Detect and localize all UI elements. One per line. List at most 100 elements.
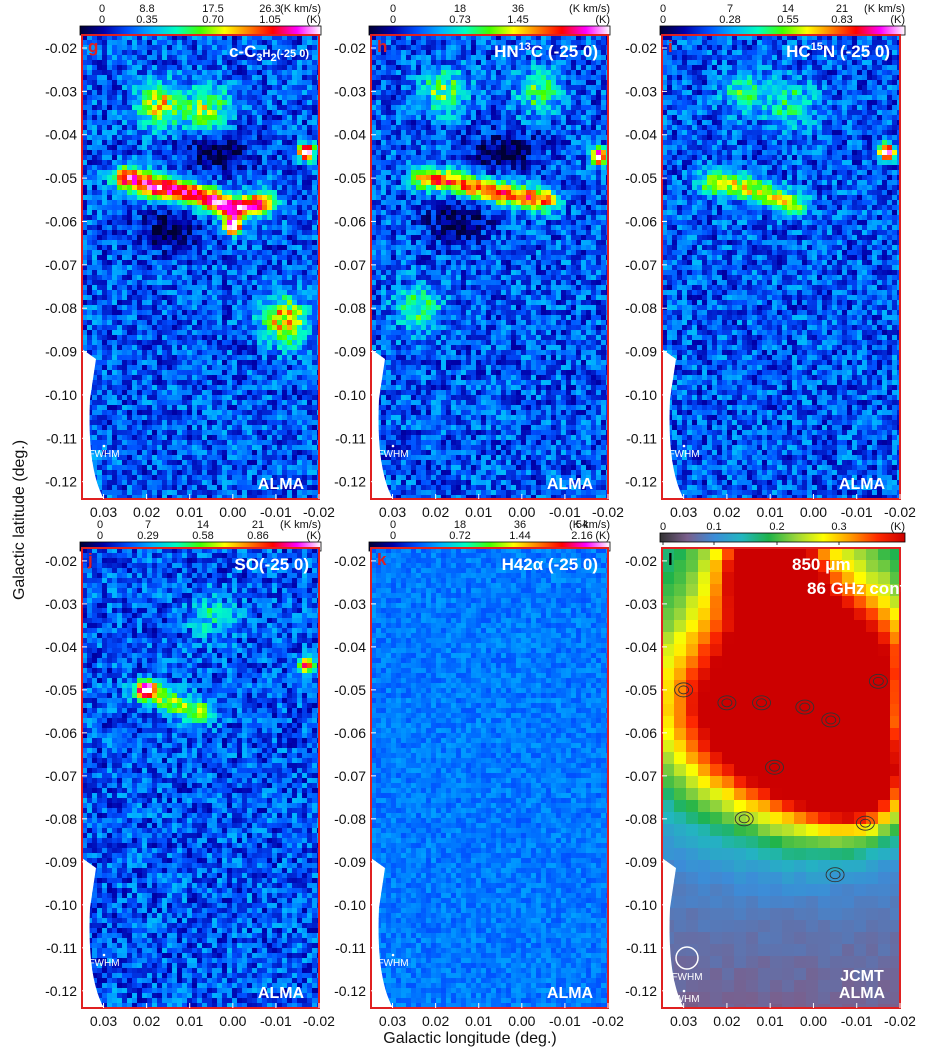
x-tick-label: 0.00	[508, 504, 535, 520]
instrument-label: ALMA	[839, 985, 886, 1002]
x-tick-label: 0.02	[133, 1013, 160, 1029]
y-tick-label: -0.07	[625, 768, 657, 784]
x-tick-label: 0.02	[133, 504, 160, 520]
colorbar-bottom-label: 1.45	[507, 14, 528, 26]
panel-j: 0 7 14 21 0 0.29 0.58 0.86 (K km/s)(K) -0.02 -0.03…	[45, 519, 335, 1029]
colorbar-bottom-label: 0	[99, 14, 105, 26]
panel-title: H42α (-25 0)	[502, 555, 598, 574]
colorbar-bottom-label: 0.83	[831, 14, 852, 26]
panel-frame	[81, 34, 320, 500]
y-tick-label: -0.12	[45, 474, 77, 490]
x-tick-label: 0.01	[465, 1013, 492, 1029]
colorbar-bottom-label: 2.16	[571, 530, 592, 542]
panel-frame	[81, 547, 320, 1009]
y-tick-label: -0.10	[334, 387, 366, 403]
colorbar-top-label: 18	[454, 519, 466, 531]
panel-title: HN13C (-25 0)	[494, 41, 598, 61]
y-tick-label: -0.07	[334, 257, 366, 273]
colorbar-top-label: 7	[727, 3, 733, 15]
y-tick-label: -0.02	[45, 40, 77, 56]
y-tick-label: -0.04	[625, 639, 657, 655]
panel-letter: h	[377, 37, 387, 56]
y-tick-label: -0.06	[334, 213, 366, 229]
colorbar-bottom-label: 0	[97, 530, 103, 542]
colorbar-bottom-label: 0.29	[137, 530, 158, 542]
y-tick-label: -0.04	[334, 127, 366, 143]
y-tick-label: -0.09	[45, 344, 77, 360]
x-tick-label: 0.03	[379, 504, 406, 520]
x-tick-label: -0.02	[884, 504, 916, 520]
beam-dot	[682, 444, 686, 448]
x-axis-title: Galactic longitude (deg.)	[383, 1030, 556, 1047]
colorbar-bottom-label: 0.72	[449, 530, 470, 542]
y-tick-label: -0.11	[46, 430, 77, 446]
beam-dot	[102, 444, 106, 448]
x-tick-label: -0.01	[549, 504, 581, 520]
fwhm-label: FWHM	[88, 958, 119, 969]
map-image-h	[371, 35, 608, 499]
colorbar-bottom-label: 0	[660, 14, 666, 26]
colorbar-unit-bottom: (K)	[306, 530, 321, 542]
contour-ring	[799, 702, 811, 712]
colorbar-unit-bottom: (K)	[595, 530, 610, 542]
x-tick-label: -0.01	[841, 1013, 873, 1029]
y-tick-label: -0.09	[625, 344, 657, 360]
colorbar-top-label: 21	[836, 3, 848, 15]
colorbar-bottom-label: 0.55	[777, 14, 798, 26]
y-tick-label: -0.05	[45, 170, 77, 186]
x-tick-label: -0.02	[592, 504, 624, 520]
map-image-i	[662, 35, 900, 499]
y-tick-label: -0.09	[45, 854, 77, 870]
x-tick-label: 0.00	[800, 1013, 827, 1029]
fwhm-label: FWHM	[377, 449, 408, 460]
y-tick-label: -0.09	[625, 854, 657, 870]
colorbar-unit-bottom: (K)	[306, 14, 321, 26]
x-tick-label: -0.02	[884, 1013, 916, 1029]
colorbar-top-label: 14	[197, 519, 209, 531]
colorbar-top-label: 0.2	[769, 521, 784, 533]
colorbar-i: 0 7 14 21 0 0.28 0.55 0.83 (K km/s)(K)	[659, 3, 906, 38]
colorbar-top-label: 17.5	[202, 3, 223, 15]
instrument-label: ALMA	[547, 476, 594, 493]
map-image-j	[82, 548, 319, 1008]
map-image-g	[82, 35, 319, 499]
y-tick-label: -0.12	[334, 983, 366, 999]
x-tick-label: 0.00	[800, 504, 827, 520]
instrument-label: ALMA	[258, 476, 305, 493]
y-tick-label: -0.09	[334, 344, 366, 360]
colorbar-bottom-label: 1.05	[259, 14, 280, 26]
y-tick-label: -0.10	[625, 387, 657, 403]
colorbar-bottom-label: 0.35	[136, 14, 157, 26]
x-tick-label: -0.01	[260, 504, 292, 520]
y-tick-label: -0.08	[45, 300, 77, 316]
colorbar-gradient	[659, 532, 906, 543]
contour-ring	[721, 698, 733, 708]
instrument-label: ALMA	[258, 985, 305, 1002]
y-tick-label: -0.07	[45, 768, 77, 784]
x-tick-label: 0.03	[670, 504, 697, 520]
panel-i: 0 7 14 21 0 0.28 0.55 0.83 (K km/s)(K) -0.02 -0.03…	[625, 3, 916, 520]
y-tick-label: -0.07	[45, 257, 77, 273]
y-tick-label: -0.11	[335, 940, 366, 956]
colorbar-h: 0 18 36 0 0.73 1.45 (K km/s)(K)	[368, 3, 611, 38]
y-tick-label: -0.09	[334, 854, 366, 870]
panel-subtitle: 86 GHz cont.	[807, 579, 910, 598]
colorbar-top-label: 0.1	[706, 521, 721, 533]
panel-title: c-C3H2(-25 0)	[229, 42, 309, 64]
colorbar-top-label: 54	[576, 519, 588, 531]
colorbar-top-label: 0	[97, 519, 103, 531]
y-tick-label: -0.04	[334, 639, 366, 655]
x-tick-label: 0.01	[176, 1013, 203, 1029]
x-tick-label: 0.01	[757, 504, 784, 520]
panel-title: 850 μm	[792, 555, 851, 574]
x-tick-label: 0.02	[713, 1013, 740, 1029]
panel-title: SO(-25 0)	[234, 555, 309, 574]
contour-ring	[829, 870, 841, 880]
panel-letter: j	[87, 550, 93, 569]
contour-ring	[769, 762, 780, 772]
y-tick-label: -0.03	[625, 83, 657, 99]
y-tick-label: -0.02	[334, 553, 366, 569]
colorbar-top-label: 36	[514, 519, 526, 531]
colorbar-gradient	[368, 25, 611, 36]
fwhm-label: FWHM	[671, 972, 702, 983]
